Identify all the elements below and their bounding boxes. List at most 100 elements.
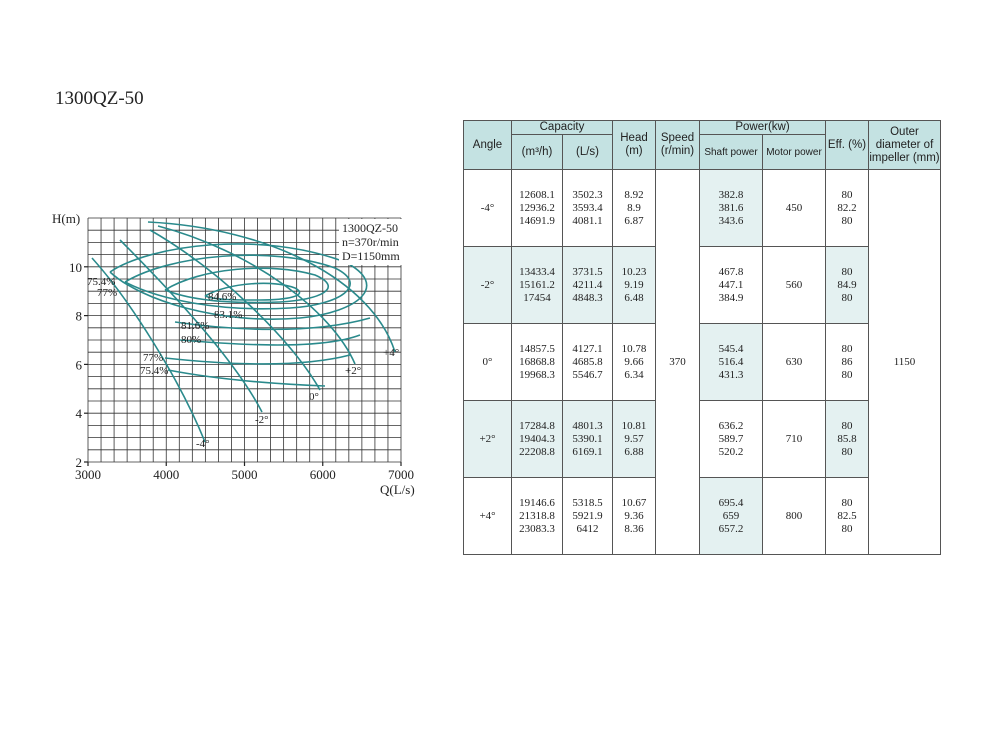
cell-value: 80 bbox=[841, 188, 853, 201]
header-cell: Eff. (%) bbox=[825, 120, 869, 170]
header-cell: Capacity bbox=[511, 120, 613, 135]
cell-value: 17454 bbox=[523, 291, 551, 304]
cell-value: 10.23 bbox=[621, 265, 647, 278]
header-cell: Angle bbox=[463, 120, 512, 170]
table-cell: 636.2 589.7 520.2 bbox=[699, 400, 763, 478]
cell-value: 86 bbox=[841, 355, 853, 368]
header-cell: Speed (r/min) bbox=[655, 120, 700, 170]
angle-label: -4° bbox=[196, 438, 210, 450]
cell-value: 19146.6 bbox=[519, 496, 555, 509]
efficiency-curve bbox=[164, 354, 351, 365]
performance-chart: H(m) Q(L/s) 1300QZ-50 n=370r/min D=1150m… bbox=[52, 211, 415, 497]
table-cell: 800 bbox=[762, 477, 826, 555]
table-cell: 10.67 9.36 8.36 bbox=[612, 477, 656, 555]
cell-value: 6.48 bbox=[624, 291, 644, 304]
y-tick-label: 4 bbox=[76, 406, 83, 421]
table-cell: 10.78 9.66 6.34 bbox=[612, 323, 656, 401]
efficiency-label: 81.6% bbox=[181, 320, 209, 332]
cell-value: 21318.8 bbox=[519, 509, 555, 522]
cell-value: 12936.2 bbox=[519, 201, 555, 214]
efficiency-curve bbox=[174, 317, 371, 331]
table-cell: +4° bbox=[463, 477, 512, 555]
efficiency-label: 77% bbox=[97, 287, 117, 299]
table-cell: 560 bbox=[762, 246, 826, 324]
table-cell: 13433.4 15161.2 17454 bbox=[511, 246, 563, 324]
cell-value: 4127.1 bbox=[572, 342, 603, 355]
table-cell: 19146.6 21318.8 23083.3 bbox=[511, 477, 563, 555]
cell-value: 520.2 bbox=[718, 445, 744, 458]
efficiency-curve bbox=[204, 282, 301, 301]
table-cell: 4801.3 5390.1 6169.1 bbox=[562, 400, 613, 478]
cell-value: 431.3 bbox=[718, 368, 744, 381]
cell-value: 13433.4 bbox=[519, 265, 555, 278]
header-cell: (L/s) bbox=[562, 134, 613, 170]
table-cell: 382.8 381.6 343.6 bbox=[699, 169, 763, 247]
curves bbox=[91, 221, 396, 443]
cell-value: 4801.3 bbox=[572, 419, 603, 432]
cell-value: 82.5 bbox=[837, 509, 857, 522]
cell-value: 4081.1 bbox=[572, 214, 603, 227]
efficiency-label: 77% bbox=[143, 352, 163, 364]
cell-value: 8.36 bbox=[624, 522, 644, 535]
cell-value: 80 bbox=[841, 342, 853, 355]
cell-value: 6412 bbox=[576, 522, 599, 535]
cell-value: 14691.9 bbox=[519, 214, 555, 227]
angle-curve bbox=[149, 229, 321, 391]
cell-value: 4848.3 bbox=[572, 291, 603, 304]
cell-value: 5546.7 bbox=[572, 368, 603, 381]
table-cell: 467.8 447.1 384.9 bbox=[699, 246, 763, 324]
angle-label: +2° bbox=[345, 365, 361, 377]
table-cell: -2° bbox=[463, 246, 512, 324]
cell-value: 3502.3 bbox=[572, 188, 603, 201]
performance-table: Angle Capacity Head (m) Speed (r/min) Power(… bbox=[463, 120, 941, 555]
cell-value: 343.6 bbox=[718, 214, 744, 227]
cell-value: 657.2 bbox=[718, 522, 744, 535]
table-cell: 8.92 8.9 6.87 bbox=[612, 169, 656, 247]
cell-value: 80 bbox=[841, 265, 853, 278]
efficiency-label: 83.1% bbox=[214, 309, 242, 321]
cell-value: 14857.5 bbox=[519, 342, 555, 355]
table-cell: 10.23 9.19 6.48 bbox=[612, 246, 656, 324]
cell-value: 8.92 bbox=[624, 188, 644, 201]
table-cell: 3731.5 4211.4 4848.3 bbox=[562, 246, 613, 324]
cell-value: 9.57 bbox=[624, 432, 644, 445]
y-tick-label: 8 bbox=[76, 309, 83, 324]
cell-value: 80 bbox=[841, 368, 853, 381]
table-cell: 80 84.9 80 bbox=[825, 246, 869, 324]
efficiency-label: 80% bbox=[181, 334, 201, 346]
y-axis-label: H(m) bbox=[52, 211, 80, 226]
cell-value: 467.8 bbox=[718, 265, 744, 278]
efficiency-label: 75.4% bbox=[140, 365, 168, 377]
cell-value: 5318.5 bbox=[572, 496, 603, 509]
table-cell: 0° bbox=[463, 323, 512, 401]
cell-value: 384.9 bbox=[718, 291, 744, 304]
table-row: Angle Capacity Head (m) Speed (r/min) Power(… bbox=[463, 120, 941, 170]
angle-curve bbox=[91, 257, 206, 443]
cell-value: 659 bbox=[722, 509, 740, 522]
table-cell: 80 82.2 80 bbox=[825, 169, 869, 247]
efficiency-curve bbox=[179, 334, 361, 346]
cell-value: 17284.8 bbox=[519, 419, 555, 432]
table-row: +2° 17284.8 19404.3 22208.8 4801.3 5390.1 6169… bbox=[463, 400, 941, 478]
table-cell: 5318.5 5921.9 6412 bbox=[562, 477, 613, 555]
cell-value: 545.4 bbox=[718, 342, 744, 355]
x-tick-label: 5000 bbox=[232, 467, 258, 482]
cell-value: 589.7 bbox=[718, 432, 744, 445]
cell-value: 9.19 bbox=[624, 278, 644, 291]
table-cell: 370 bbox=[655, 169, 700, 555]
table-row: +4° 19146.6 21318.8 23083.3 5318.5 5921.9 6412… bbox=[463, 477, 941, 555]
cell-value: 381.6 bbox=[718, 201, 744, 214]
cell-value: 16868.8 bbox=[519, 355, 555, 368]
info-box bbox=[339, 219, 411, 265]
cell-value: 85.8 bbox=[837, 432, 857, 445]
cell-value: 80 bbox=[841, 445, 853, 458]
angle-label: 0° bbox=[309, 391, 319, 403]
y-tick-label: 2 bbox=[76, 455, 83, 470]
info-line: n=370r/min bbox=[342, 235, 399, 249]
table-cell: 10.81 9.57 6.88 bbox=[612, 400, 656, 478]
efficiency-curve bbox=[109, 243, 368, 320]
cell-value: 5921.9 bbox=[572, 509, 603, 522]
cell-value: 80 bbox=[841, 419, 853, 432]
cell-value: 6.88 bbox=[624, 445, 644, 458]
